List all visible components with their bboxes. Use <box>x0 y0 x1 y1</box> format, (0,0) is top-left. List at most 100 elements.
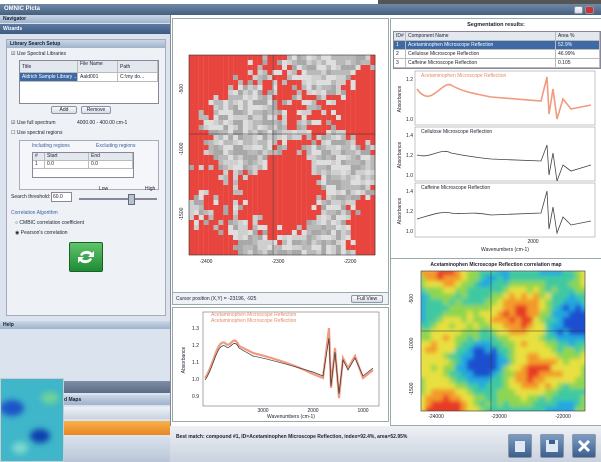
radio-option[interactable]: ◉ Pearson's correlation <box>15 230 68 236</box>
wizards-header[interactable]: Wizards <box>0 24 170 34</box>
map-pixel <box>421 317 427 325</box>
map-pixel <box>515 383 523 391</box>
regions-checkbox[interactable]: ☐ Use spectral regions <box>11 130 63 136</box>
map-pixel <box>301 205 307 211</box>
map-pixel <box>267 85 273 91</box>
map-pixel <box>208 250 214 256</box>
table-cell[interactable]: Aald001 <box>78 73 118 82</box>
toolbar-button[interactable] <box>508 434 532 458</box>
map-pixel <box>272 115 278 121</box>
table-cell[interactable]: Acetaminophen Microscope Reflection <box>406 41 556 50</box>
save-button[interactable] <box>540 434 564 458</box>
table-cell[interactable]: C:\my do... <box>118 73 158 82</box>
map-pixel <box>257 210 263 216</box>
run-button[interactable] <box>69 242 103 272</box>
map-pixel <box>455 401 463 409</box>
map-pixel <box>189 80 194 86</box>
map-pixel <box>539 401 547 409</box>
full-spectrum-checkbox[interactable]: ☑ Use full spectrum <box>11 120 56 126</box>
map-pixel <box>497 335 505 343</box>
add-button[interactable]: Add <box>51 106 77 114</box>
radio-option[interactable]: ○ CMBIC correlation coefficient <box>15 220 85 226</box>
tab[interactable]: Including regions <box>32 143 70 149</box>
map-pixel <box>198 220 204 226</box>
map-pixel <box>443 341 451 349</box>
map-pixel <box>545 353 553 361</box>
map-pixel <box>277 155 283 161</box>
map-pixel <box>321 90 327 96</box>
map-pixel <box>242 245 248 251</box>
use-libraries-checkbox[interactable]: ☑ Use Spectral Libraries <box>11 51 67 57</box>
map-pixel <box>198 250 204 256</box>
correlation-view: Acetaminophen Microscope Reflection corr… <box>409 262 586 420</box>
map-pixel <box>287 65 292 71</box>
map-pixel <box>467 311 475 319</box>
table-cell[interactable]: 3 <box>394 59 406 68</box>
map-pixel <box>267 80 273 86</box>
map-pixel <box>533 323 541 331</box>
table-cell[interactable]: 0.105 <box>556 59 600 68</box>
table-cell[interactable]: Caffeine Microscope Reflection <box>406 59 556 68</box>
table-cell[interactable]: Cellulose Microscope Reflection <box>406 50 556 59</box>
table-cell[interactable]: 0.0 <box>89 161 133 169</box>
map-pixel <box>321 100 327 106</box>
full-view-button[interactable]: Full View <box>351 295 383 303</box>
map-pixel <box>345 175 351 181</box>
map-pixel <box>223 60 229 66</box>
map-pixel <box>277 115 283 121</box>
map-pixel <box>575 299 583 307</box>
map-pixel <box>533 287 541 295</box>
map-pixel <box>326 250 332 256</box>
map-pixel <box>563 323 571 331</box>
map-pixel <box>425 281 433 289</box>
map-pixel <box>223 165 229 171</box>
map-pixel <box>282 185 288 191</box>
map-pixel <box>345 80 351 86</box>
close-wizard-button[interactable] <box>572 434 596 458</box>
map-pixel <box>533 353 541 361</box>
table-cell[interactable]: 2 <box>394 50 406 59</box>
map-pixel <box>311 205 317 211</box>
map-pixel <box>340 105 346 111</box>
table-cell[interactable]: 1 <box>394 41 406 50</box>
map-pixel <box>360 175 366 181</box>
map-pixel <box>242 215 248 221</box>
map-pixel <box>189 210 194 216</box>
help-header[interactable]: Help <box>0 321 170 329</box>
y-axis-label: Absorbance <box>397 85 403 112</box>
slider-thumb[interactable] <box>128 194 135 205</box>
map-pixel <box>223 110 229 116</box>
map-pixel <box>213 225 219 231</box>
map-pixel <box>336 75 341 81</box>
minimize-button[interactable] <box>574 6 583 14</box>
map-pixel <box>437 359 445 367</box>
map-pixel <box>228 60 234 66</box>
map-pixel <box>569 383 577 391</box>
table-cell[interactable]: 52.9% <box>556 41 600 50</box>
map-pixel <box>326 55 332 61</box>
close-button[interactable] <box>585 6 594 14</box>
remove-button[interactable]: Remove <box>81 106 111 114</box>
map-pixel <box>306 70 312 76</box>
map-pixel <box>223 170 229 176</box>
table-cell[interactable]: 0.0 <box>45 161 89 169</box>
map-pixel <box>479 377 487 385</box>
table-cell[interactable]: 46.99% <box>556 50 600 59</box>
map-pixel <box>443 271 451 277</box>
y-tick-label: -1000 <box>409 337 415 350</box>
tab[interactable]: Excluding regions <box>96 143 136 149</box>
map-pixel <box>218 155 224 161</box>
threshold-input[interactable]: 60.0 <box>51 192 72 202</box>
map-pixel <box>431 383 439 391</box>
table-cell[interactable]: 1 <box>33 161 45 169</box>
map-pixel <box>467 389 475 397</box>
map-pixel <box>557 395 565 403</box>
maps-header[interactable]: d Maps <box>60 395 170 405</box>
map-pixel <box>198 130 204 136</box>
map-pixel <box>421 401 427 409</box>
table-cell[interactable]: Aldrich Sample Library ... <box>20 73 78 82</box>
map-pixel <box>208 230 214 236</box>
map-pixel <box>437 347 445 355</box>
map-pixel <box>431 371 439 379</box>
map-pixel <box>370 180 376 186</box>
